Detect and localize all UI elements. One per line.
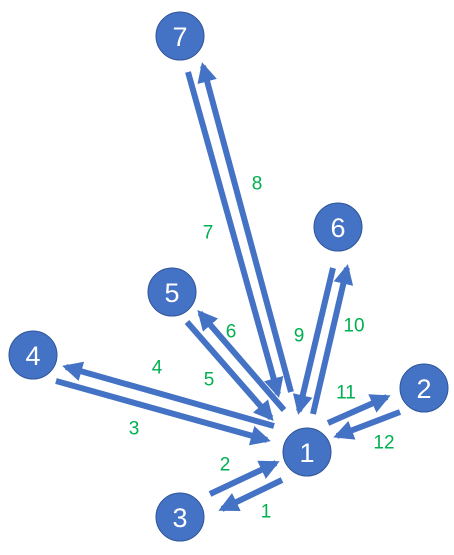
node-label-5: 5: [164, 278, 179, 308]
edge-label-1: 1: [261, 502, 272, 523]
node-2: 2: [400, 364, 448, 412]
edge-arrow-3: [56, 381, 267, 440]
edges: [56, 66, 400, 509]
node-label-2: 2: [416, 374, 431, 404]
edge-label-6: 6: [226, 322, 237, 343]
node-4: 4: [9, 331, 57, 379]
node-1: 1: [283, 428, 331, 476]
edge-label-10: 10: [343, 316, 364, 337]
edge-label-3: 3: [129, 419, 140, 440]
node-label-6: 6: [330, 213, 345, 243]
node-label-4: 4: [25, 341, 40, 371]
edge-label-4: 4: [152, 358, 163, 379]
edge-label-9: 9: [294, 326, 305, 347]
node-5: 5: [148, 268, 196, 316]
edge-label-12: 12: [373, 433, 394, 454]
edge-arrow-8: [203, 66, 291, 392]
edge-label-7: 7: [203, 223, 214, 244]
edge-arrow-7: [188, 72, 278, 394]
node-6: 6: [314, 203, 362, 251]
node-label-3: 3: [172, 503, 187, 533]
node-3: 3: [156, 493, 204, 541]
node-7: 7: [156, 12, 204, 60]
edge-arrow-4: [66, 367, 274, 426]
node-label-1: 1: [299, 438, 314, 468]
edge-label-8: 8: [252, 174, 263, 195]
edge-label-2: 2: [220, 455, 231, 476]
node-label-7: 7: [172, 22, 187, 52]
edge-label-5: 5: [204, 370, 215, 391]
edge-label-11: 11: [336, 383, 356, 404]
